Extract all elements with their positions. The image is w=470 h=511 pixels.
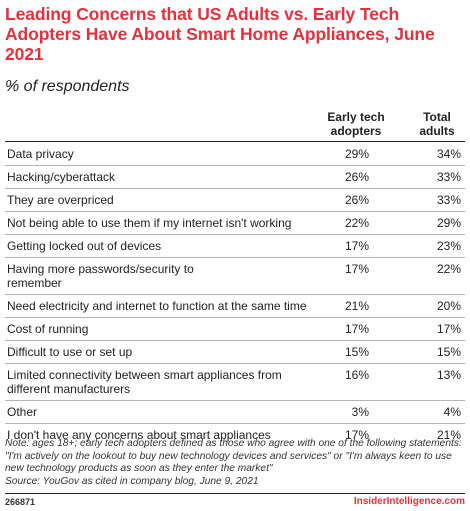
early-adopters-value: 15% — [344, 345, 369, 359]
page-title: Leading Concerns that US Adults vs. Earl… — [5, 4, 435, 64]
total-adults-value: 22% — [436, 262, 461, 276]
total-adults-value: 20% — [436, 299, 461, 313]
early-adopters-value: 29% — [344, 147, 369, 161]
row-label: Difficult to use or set up — [7, 345, 133, 359]
row-label: Hacking/cyberattack — [7, 170, 116, 184]
footer-divider — [5, 493, 465, 494]
table-row: Difficult to use or set up 15% 15% — [5, 341, 465, 364]
early-adopters-value: 17% — [344, 239, 369, 253]
total-adults-value: 29% — [436, 216, 461, 230]
total-adults-value: 17% — [436, 322, 461, 336]
row-label: Other — [7, 405, 38, 419]
early-adopters-value: 21% — [344, 299, 369, 313]
table-row: They are overpriced 26% 33% — [5, 189, 465, 212]
table-row: Hacking/cyberattack 26% 33% — [5, 166, 465, 189]
early-adopters-value: 16% — [344, 368, 369, 382]
table-row: Cost of running 17% 17% — [5, 318, 465, 341]
table-row: Other 3% 4% — [5, 401, 465, 424]
table-row: I don't have any concerns about smart ap… — [5, 424, 465, 446]
total-adults-value: 13% — [436, 368, 461, 382]
data-table: Data privacy 29% 34% Hacking/cyberattack… — [5, 143, 465, 446]
column-header-total-adults: Total adults — [419, 110, 455, 138]
early-adopters-value: 26% — [344, 193, 369, 207]
footnote: Note: ages 18+; early tech adopters defi… — [5, 438, 467, 488]
table-row: Having more passwords/security to rememb… — [5, 258, 465, 295]
total-adults-value: 4% — [443, 405, 461, 419]
early-adopters-value: 26% — [344, 170, 369, 184]
row-label: Cost of running — [7, 322, 89, 336]
row-label: Need electricity and internet to functio… — [7, 299, 307, 313]
table-row: Getting locked out of devices 17% 23% — [5, 235, 465, 258]
total-adults-value: 33% — [436, 193, 461, 207]
brand-logo: InsiderIntelligence.com — [353, 496, 465, 507]
total-adults-value: 15% — [436, 345, 461, 359]
source-text: Source: YouGov as cited in company blog,… — [5, 475, 259, 487]
total-adults-value: 21% — [436, 428, 461, 442]
chart-id: 266871 — [5, 497, 36, 507]
early-adopters-value: 17% — [344, 322, 369, 336]
total-adults-value: 34% — [436, 147, 461, 161]
early-adopters-value: 17% — [344, 262, 369, 276]
early-adopters-value: 17% — [344, 428, 369, 442]
column-header-early-tech-adopters: Early tech adopters — [327, 110, 385, 138]
total-adults-value: 33% — [436, 170, 461, 184]
table-row: Limited connectivity between smart appli… — [5, 364, 465, 401]
row-label: Not being able to use them if my interne… — [7, 216, 292, 230]
table-row: Not being able to use them if my interne… — [5, 212, 465, 235]
row-label: I don't have any concerns about smart ap… — [7, 428, 271, 442]
row-label: Getting locked out of devices — [7, 239, 162, 253]
early-adopters-value: 22% — [344, 216, 369, 230]
row-label: Limited connectivity between smart appli… — [7, 368, 282, 396]
early-adopters-value: 3% — [351, 405, 369, 419]
table-row: Data privacy 29% 34% — [5, 143, 465, 166]
header-divider — [5, 141, 465, 142]
row-label: Having more passwords/security to rememb… — [7, 262, 194, 290]
table-row: Need electricity and internet to functio… — [5, 295, 465, 318]
note-text: Note: ages 18+; early tech adopters defi… — [5, 438, 462, 474]
row-label: Data privacy — [7, 147, 74, 161]
row-label: They are overpriced — [7, 193, 114, 207]
page-subtitle: % of respondents — [5, 78, 130, 95]
total-adults-value: 23% — [436, 239, 461, 253]
